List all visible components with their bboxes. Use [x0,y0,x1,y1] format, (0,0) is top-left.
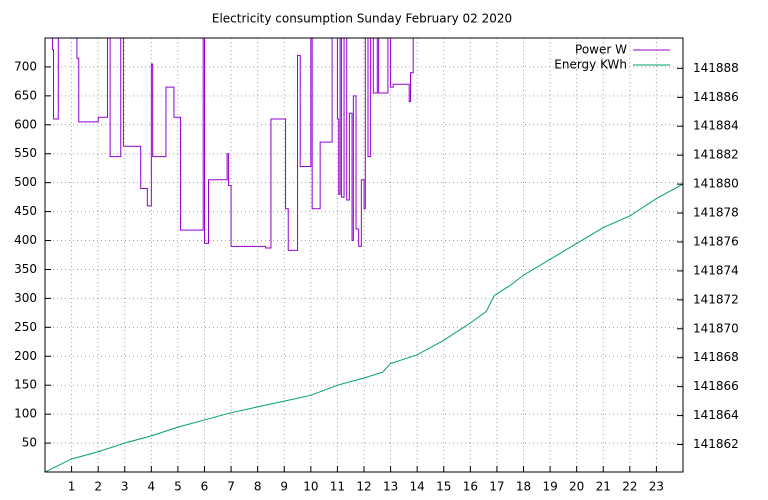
legend-label: Power W [575,43,627,57]
x-tick-label: 16 [463,480,478,494]
y-tick-label: 350 [14,262,37,276]
x-tick-label: 21 [596,480,611,494]
y2-tick-label: 141874 [693,263,739,277]
y-tick-label: 50 [22,436,37,450]
y-tick-label: 650 [14,88,37,102]
y-tick-label: 300 [14,291,37,305]
y2-tick-label: 141868 [693,350,739,364]
x-tick-label: 19 [542,480,557,494]
y-tick-label: 700 [14,59,37,73]
series-line [45,183,683,472]
y2-tick-label: 141864 [693,408,739,422]
x-tick-label: 20 [569,480,584,494]
x-tick-label: 5 [174,480,182,494]
y-tick-label: 200 [14,349,37,363]
y2-tick-label: 141888 [693,61,739,75]
x-tick-label: 10 [303,480,318,494]
x-tick-label: 8 [254,480,262,494]
y-tick-label: 100 [14,407,37,421]
x-tick-label: 3 [121,480,129,494]
x-tick-label: 22 [622,480,637,494]
y2-tick-label: 141880 [693,177,739,191]
x-tick-label: 18 [516,480,531,494]
y-tick-label: 400 [14,233,37,247]
y2-tick-label: 141886 [693,90,739,104]
y-tick-label: 600 [14,117,37,131]
x-tick-label: 17 [489,480,504,494]
x-tick-label: 7 [227,480,235,494]
x-tick-label: 13 [383,480,398,494]
y2-tick-label: 141872 [693,292,739,306]
x-tick-label: 11 [330,480,345,494]
y-tick-label: 550 [14,146,37,160]
y2-tick-label: 141882 [693,148,739,162]
legend-label: Energy KWh [554,58,627,72]
x-tick-label: 9 [280,480,288,494]
series-line [51,38,414,251]
y2-tick-label: 141876 [693,234,739,248]
x-tick-label: 12 [356,480,371,494]
x-tick-label: 6 [201,480,209,494]
x-tick-label: 15 [436,480,451,494]
y2-tick-label: 141870 [693,321,739,335]
y2-tick-label: 141878 [693,206,739,220]
y2-tick-label: 141884 [693,119,739,133]
y2-tick-label: 141862 [693,437,739,451]
chart-title: Electricity consumption Sunday February … [212,12,512,26]
y-tick-label: 500 [14,175,37,189]
y2-tick-label: 141866 [693,379,739,393]
x-tick-label: 2 [94,480,102,494]
y-tick-label: 150 [14,378,37,392]
x-tick-label: 4 [148,480,156,494]
x-tick-label: 23 [649,480,664,494]
x-tick-label: 1 [68,480,76,494]
x-tick-label: 14 [410,480,425,494]
y-tick-label: 450 [14,204,37,218]
y-tick-label: 250 [14,320,37,334]
